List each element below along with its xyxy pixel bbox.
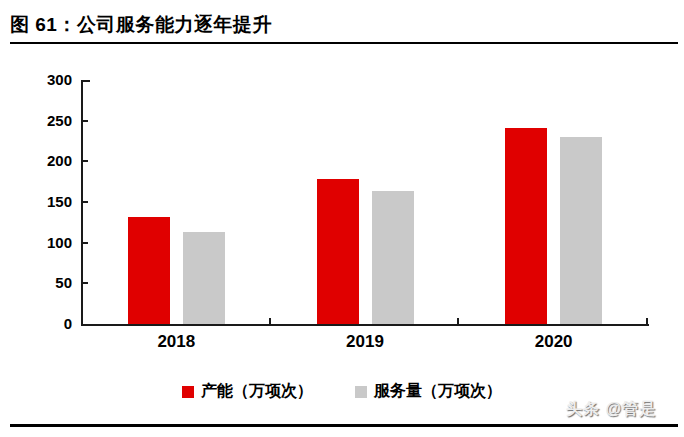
y-axis-tick-label: 250 bbox=[0, 112, 72, 130]
watermark: 头条 @管是 bbox=[566, 399, 656, 420]
legend-item: 服务量（万项次） bbox=[355, 381, 502, 402]
bar-产能（万项次）-2020 bbox=[505, 128, 547, 324]
legend-label: 服务量（万项次） bbox=[374, 381, 502, 402]
report-figure: 图 61：公司服务能力逐年提升 050100150200250300201820… bbox=[0, 0, 684, 437]
legend-label: 产能（万项次） bbox=[201, 381, 313, 402]
x-axis-tick bbox=[646, 318, 648, 324]
y-axis-tick-label: 150 bbox=[0, 193, 72, 211]
bar-服务量（万项次）-2018 bbox=[183, 232, 225, 324]
x-axis-line bbox=[81, 324, 649, 326]
x-axis-tick bbox=[457, 318, 459, 324]
x-axis-tick bbox=[269, 318, 271, 324]
legend-swatch-icon bbox=[182, 386, 194, 398]
bar-产能（万项次）-2018 bbox=[128, 217, 170, 324]
y-axis-tick bbox=[83, 160, 88, 162]
bottom-rule bbox=[10, 424, 678, 427]
legend-swatch-icon bbox=[355, 386, 367, 398]
bar-chart: 0 50 100 150 200 250 300 201820192020 产能（万项次） 服务… bbox=[0, 0, 684, 437]
x-axis-category-label: 2020 bbox=[459, 332, 648, 352]
y-axis-line bbox=[81, 80, 83, 324]
x-axis-category-label: 2018 bbox=[82, 332, 271, 352]
y-axis-tick bbox=[83, 201, 88, 203]
y-axis-tick-label: 300 bbox=[0, 71, 72, 89]
bar-服务量（万项次）-2020 bbox=[560, 137, 602, 324]
y-axis-tick bbox=[83, 120, 88, 122]
y-axis-tick bbox=[83, 242, 88, 244]
legend-item: 产能（万项次） bbox=[182, 381, 313, 402]
bar-服务量（万项次）-2019 bbox=[372, 191, 414, 324]
y-axis-tick-label: 200 bbox=[0, 152, 72, 170]
bar-产能（万项次）-2019 bbox=[317, 179, 359, 324]
y-axis-tick-label: 0 bbox=[0, 315, 72, 333]
y-axis-top-cap bbox=[83, 80, 90, 82]
y-axis-tick-label: 50 bbox=[0, 274, 72, 292]
y-axis-tick-label: 100 bbox=[0, 234, 72, 252]
y-axis-tick bbox=[83, 282, 88, 284]
x-axis-category-label: 2019 bbox=[271, 332, 460, 352]
